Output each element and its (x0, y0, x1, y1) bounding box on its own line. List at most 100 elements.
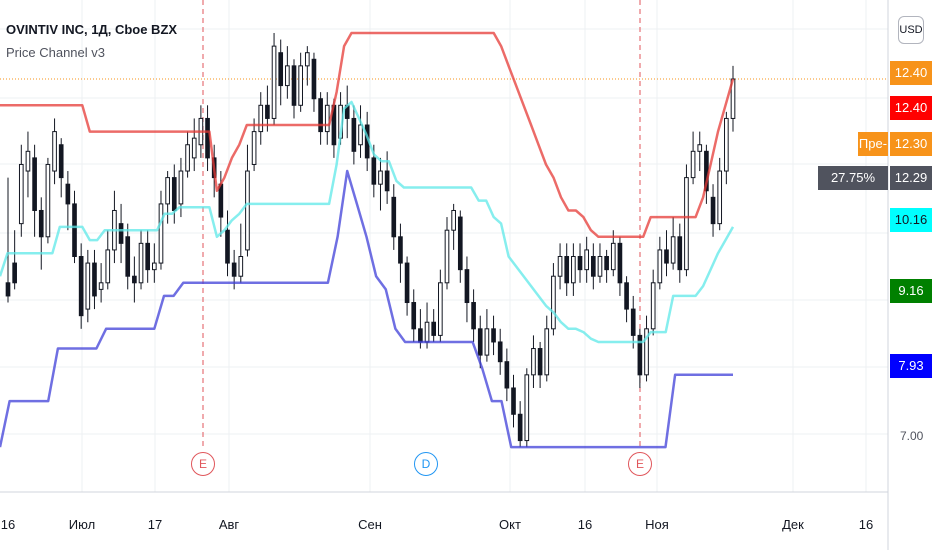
earnings-event-marker[interactable]: E (628, 452, 652, 476)
candle-bearish (497, 341, 503, 363)
candle-bearish (72, 203, 77, 258)
dividend-event-marker[interactable]: D (414, 452, 438, 476)
candle-bullish (18, 163, 24, 225)
candle-bearish (491, 328, 496, 343)
candle-bearish (398, 236, 403, 264)
upper-channel-line (0, 31, 735, 239)
candle-bearish (118, 223, 124, 244)
candle-bullish (584, 249, 589, 271)
candle-bullish (178, 170, 184, 205)
candle-bearish (391, 196, 397, 238)
candle-bullish (571, 256, 576, 284)
mid-channel-badge: 10.16 (890, 208, 932, 232)
candle-bullish (597, 256, 603, 277)
candle-bullish (557, 256, 563, 277)
candle-bearish (278, 52, 284, 87)
candle-bearish (457, 216, 463, 271)
time-label-aug: Авг (218, 517, 240, 532)
time-label-nov: Ноя (645, 517, 669, 532)
candle-bearish (664, 249, 669, 264)
candle-bearish (92, 262, 97, 297)
earnings-event-marker[interactable]: E (191, 452, 215, 476)
chart-legend: OVINTIV INC, 1Д, Cboe BZX Price Channel … (6, 22, 177, 60)
time-label-jul: Июл (68, 517, 96, 532)
candle-bullish (98, 282, 104, 290)
candle-bearish (537, 348, 543, 376)
candle-bearish (384, 170, 390, 192)
candle-bearish (65, 183, 71, 205)
candle-bearish (617, 242, 623, 284)
candle-bullish (304, 52, 310, 67)
candle-bullish (717, 170, 723, 225)
candle-bullish (531, 348, 536, 376)
candle-bearish (564, 256, 570, 284)
candle-bullish (644, 328, 649, 376)
candle-bearish (12, 262, 17, 284)
candle-bearish (471, 302, 476, 330)
candle-bearish (132, 275, 137, 284)
time-label-dec: Дек (782, 517, 804, 532)
candle-bullish (684, 177, 689, 271)
candle-bearish (464, 269, 470, 304)
mid-channel-line (0, 100, 735, 344)
candle-bullish (25, 150, 31, 172)
candle-bearish (231, 262, 237, 277)
candle-bullish (650, 282, 656, 330)
candle-bearish (265, 104, 270, 119)
candle-bearish (351, 117, 357, 152)
candle-bullish (191, 137, 197, 159)
pre-market-badge: 12.30 (890, 132, 932, 156)
candle-bullish (152, 262, 157, 271)
candle-bullish (105, 249, 111, 284)
candle-bullish (165, 177, 170, 205)
lower-channel-line (0, 169, 733, 449)
candle-bullish (324, 104, 330, 133)
price-label-7-00: 7.00 (900, 429, 924, 443)
candle-bearish (38, 209, 44, 238)
candle-bearish (32, 157, 37, 211)
candle-bullish (524, 374, 530, 442)
last-price-badge: 12.40 (890, 61, 932, 85)
candle-bearish (630, 308, 636, 336)
change-percent-badge: 27.75% (818, 166, 888, 190)
indicator-name: Price Channel v3 (6, 45, 105, 60)
candle-bearish (511, 387, 516, 415)
candle-bearish (504, 361, 510, 389)
candle-bearish (477, 328, 483, 356)
candle-bullish (245, 170, 250, 251)
time-label-oct: Окт (499, 517, 521, 532)
candle-bearish (171, 177, 177, 211)
candle-bearish (404, 262, 410, 304)
time-label-16a: 16 (0, 517, 16, 532)
candle-bullish (258, 104, 264, 133)
candle-bullish (670, 236, 676, 264)
candle-bullish (697, 144, 703, 152)
candle-bullish (85, 262, 91, 310)
currency-button[interactable]: USD (898, 16, 924, 44)
candle-bearish (710, 196, 716, 225)
candle-bearish (418, 328, 423, 343)
candle-bullish (724, 117, 729, 172)
candle-bearish (5, 282, 11, 297)
candle-bullish (657, 249, 663, 284)
candle-bearish (58, 144, 64, 179)
symbol-title: OVINTIV INC, 1Д, Cboe BZX (6, 22, 178, 37)
candle-bearish (145, 242, 151, 271)
candle-bearish (411, 302, 417, 330)
candle-bullish (138, 242, 144, 284)
lower-channel-badge: 7.93 (890, 354, 932, 378)
candle-bullish (271, 45, 277, 119)
candle-bullish (451, 209, 456, 231)
candle-bearish (371, 157, 377, 185)
candle-bearish (291, 65, 297, 106)
time-label-16b: 16 (577, 517, 593, 532)
candle-bearish (311, 58, 317, 100)
candle-bearish (318, 98, 323, 133)
candle-bullish (378, 170, 383, 185)
candle-bullish (610, 242, 616, 271)
candle-bullish (544, 328, 550, 376)
candle-bearish (577, 256, 583, 271)
green-level-badge: 9.16 (890, 279, 932, 303)
candle-bearish (677, 236, 683, 271)
